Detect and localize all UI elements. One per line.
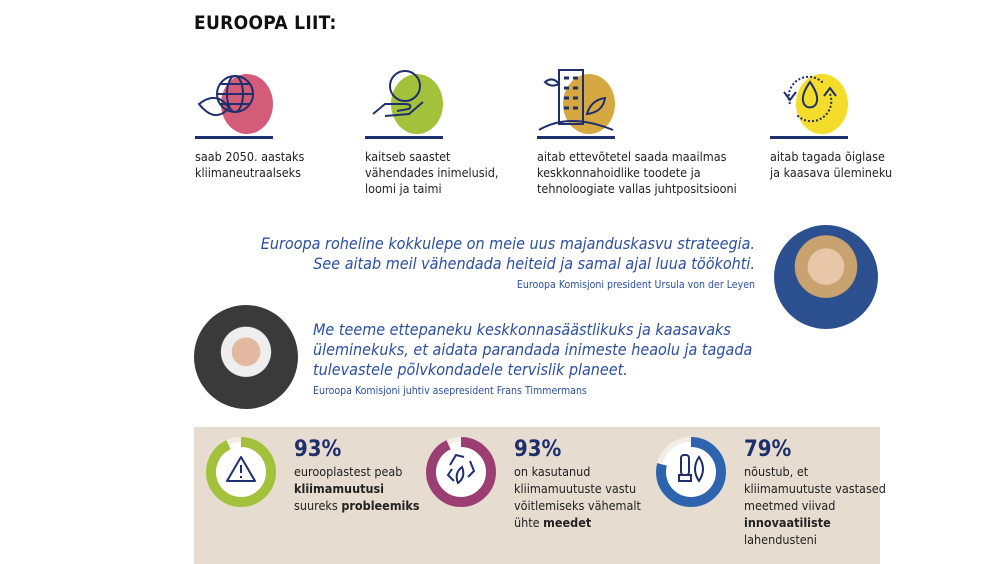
quote-line: Me teeme ettepaneku keskkonnasäästlikuks… xyxy=(313,320,731,339)
stat-text-bold: meedet xyxy=(543,515,592,530)
stat-ring xyxy=(206,437,276,507)
divider xyxy=(365,136,443,139)
hand-earth-icon xyxy=(372,70,443,134)
feature-text: saab 2050. aastaks kliimaneutraalseks xyxy=(195,149,305,180)
stat-text-bold: kliimamuutusi xyxy=(294,481,385,496)
page-title: EUROOPA LIIT: xyxy=(194,12,337,34)
divider xyxy=(195,136,273,139)
recycle-leaf-icon xyxy=(446,453,476,485)
avatar-ursula-von-der-leyen xyxy=(774,225,878,329)
warning-icon xyxy=(226,456,256,482)
quote-line: üleminekuks, et aidata parandada inimest… xyxy=(313,340,753,359)
stat-text: lahendusteni xyxy=(744,532,817,547)
quote-attribution: Euroopa Komisjoni juhtiv asepresident Fr… xyxy=(313,385,587,397)
stat-text: on kasutanud xyxy=(514,464,591,479)
quote-timmermans: Me teeme ettepaneku keskkonnasäästlikuks… xyxy=(313,320,752,380)
quote-line: tulevastele põlvkondadele tervislik plan… xyxy=(313,360,628,379)
feature-text: kaitseb saastet vähendades inimelusid, loo… xyxy=(365,149,499,196)
stat-text: võitlemiseks vähemalt xyxy=(514,498,641,513)
quote-line: See aitab meil vähendada heiteid ja sama… xyxy=(313,254,755,273)
quote-attribution: Euroopa Komisjoni president Ursula von d… xyxy=(516,279,755,291)
stat-percent: 79% xyxy=(744,437,792,462)
feature-item: aitab tagada õiglase ja kaasava ülemineku xyxy=(770,64,892,181)
stat-ring-fill xyxy=(426,437,496,507)
stat-text: suureks xyxy=(294,498,342,513)
divider xyxy=(770,136,848,139)
stat-ring xyxy=(656,437,726,507)
stat-text: eurooplastest peab xyxy=(294,464,403,479)
quote-von-der-leyen: Euroopa roheline kokkulepe on meie uus m… xyxy=(261,234,755,274)
stat-ring xyxy=(426,437,496,507)
feature-item: aitab ettevõtetel saada maailmas keskkonn… xyxy=(537,64,737,197)
stat-text: ühte xyxy=(514,515,544,530)
bulb-leaf-icon xyxy=(678,454,704,483)
feature-text: aitab ettevõtetel saada maailmas keskkonn… xyxy=(537,149,737,196)
divider xyxy=(537,136,615,139)
stat-text: nõustub, et xyxy=(744,464,809,479)
stats-panel: 93% eurooplastest peab kliimamuutusi suurek… xyxy=(194,427,886,564)
avatar-frans-timmermans xyxy=(194,305,298,409)
stat-percent: 93% xyxy=(294,437,342,462)
feature-item: saab 2050. aastaks kliimaneutraalseks xyxy=(195,64,304,181)
stat-text: meetmed viivad xyxy=(744,498,836,513)
stat-percent: 93% xyxy=(514,437,562,462)
globe-leaf-icon xyxy=(197,74,273,134)
stat-text-bold: innovaatiliste xyxy=(744,515,831,530)
building-plant-icon xyxy=(538,69,615,134)
feature-text: aitab tagada õiglase ja kaasava ülemineku xyxy=(770,149,893,180)
quote-line: Euroopa roheline kokkulepe on meie uus m… xyxy=(260,234,755,253)
feature-item: kaitseb saastet vähendades inimelusid, loo… xyxy=(365,64,498,197)
stat-text: kliimamuutuste vastu xyxy=(514,481,637,496)
stat-text: kliimamuutuste vastased xyxy=(744,481,886,496)
stat-ring-fill xyxy=(656,437,726,507)
stat-text-bold: probleemiks xyxy=(341,498,420,513)
cycle-drop-icon xyxy=(783,74,848,134)
